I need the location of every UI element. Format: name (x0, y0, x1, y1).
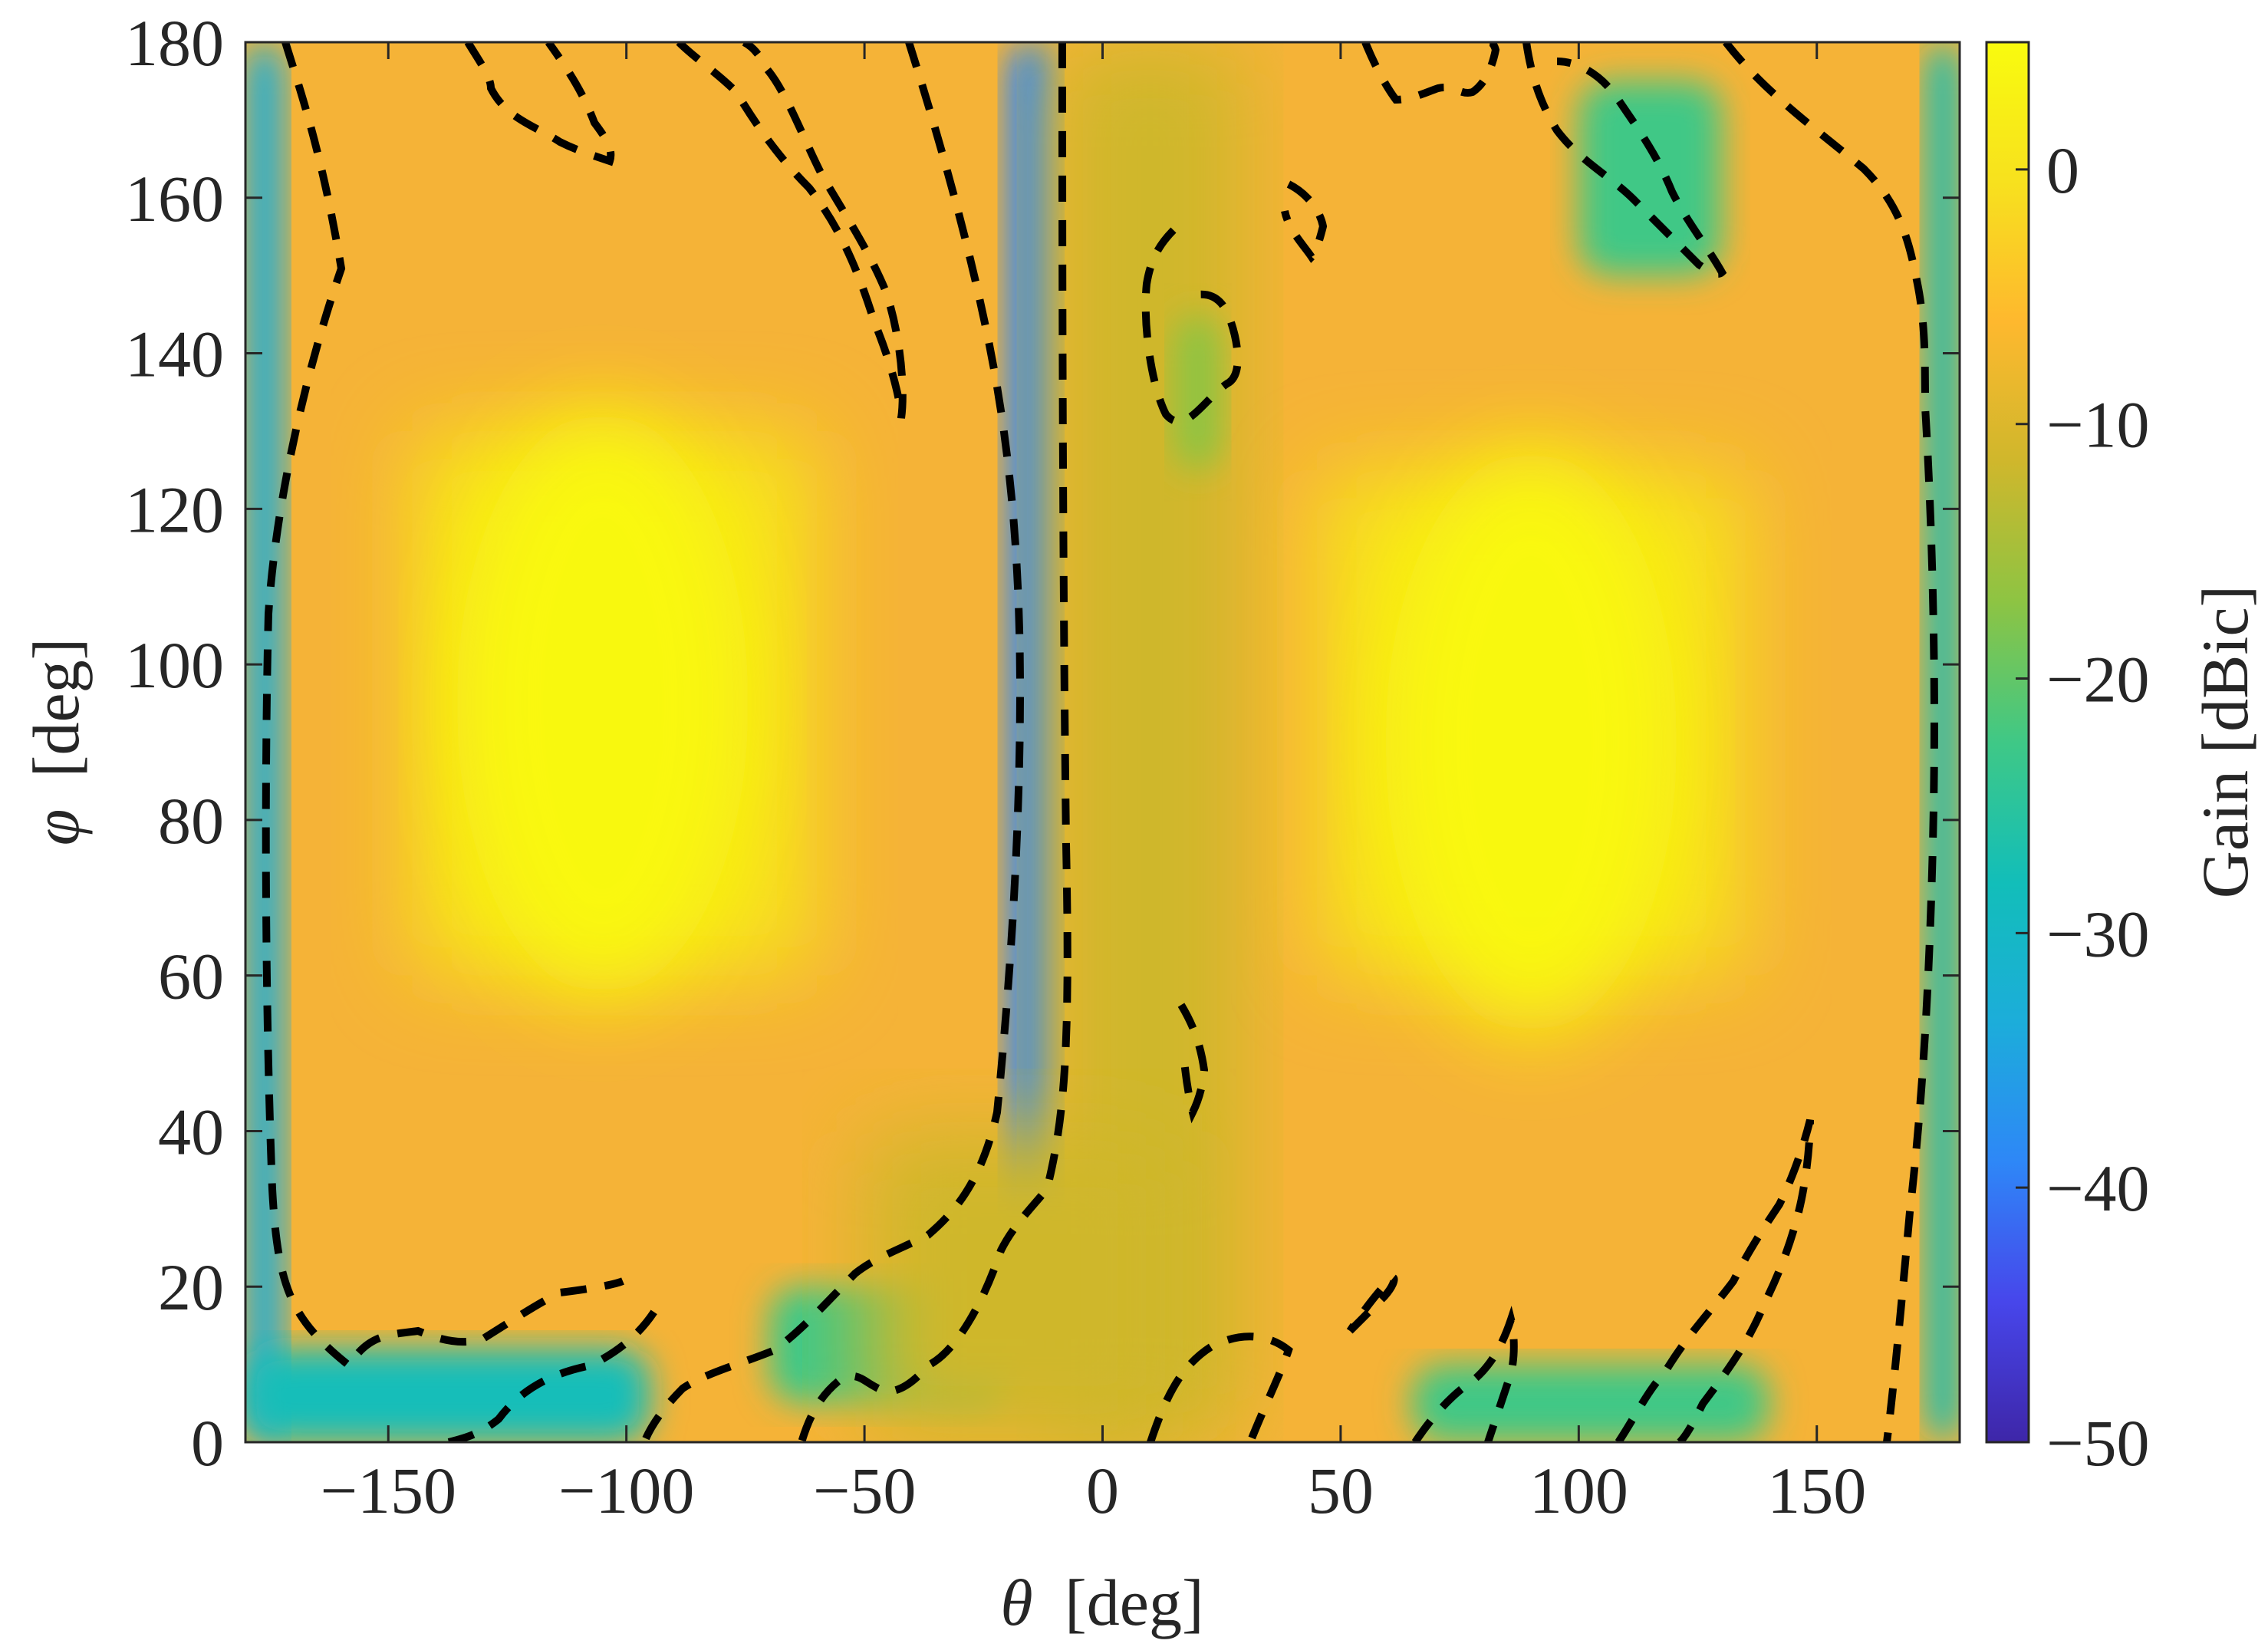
main-lobe-peak (1385, 450, 1677, 1034)
colorbar: −50 −40 −30 −20 −10 0 Gain [dBic] (1985, 41, 2262, 1480)
heat-region (245, 1349, 650, 1442)
y-axis-label-symbol: φ (19, 809, 93, 846)
x-tick-label: 150 (1767, 1454, 1866, 1527)
colorbar-tick-label: 0 (2046, 133, 2079, 207)
heat-region (1578, 81, 1722, 276)
heat-region (1007, 42, 1055, 1248)
contour-line (1177, 1003, 1209, 1124)
contour-line (798, 42, 1071, 1442)
contour-line (1346, 1273, 1398, 1334)
contour-line (1411, 1306, 1518, 1442)
main-lobe-peak (456, 411, 749, 995)
y-tick-label: 0 (191, 1406, 224, 1480)
colorbar-tick-label: −30 (2046, 897, 2150, 970)
contour-line (262, 42, 624, 1372)
heatmap-field (245, 42, 1960, 1442)
x-tick-label: 100 (1529, 1454, 1628, 1527)
x-tick-label: −50 (813, 1454, 917, 1527)
contour-line (1141, 227, 1242, 426)
x-tick-label: −150 (320, 1454, 456, 1527)
colorbar-tick-label: −40 (2046, 1151, 2150, 1225)
colorbar-label: Gain [dBic] (2188, 585, 2262, 898)
contour-line (1723, 42, 1938, 1442)
contour-line (1615, 1118, 1814, 1442)
y-tick-label: 180 (125, 6, 224, 80)
x-tick-label: 0 (1086, 1454, 1119, 1527)
x-tick-label: 50 (1308, 1454, 1374, 1527)
heat-region (1926, 42, 1960, 1442)
y-tick-label: 40 (158, 1095, 224, 1168)
colorbar-tick-label: −10 (2046, 388, 2150, 462)
y-tick-label: 60 (158, 940, 224, 1013)
x-axis-label-unit: [deg] (1065, 1566, 1203, 1639)
gain-contours (262, 42, 1938, 1442)
y-axis-label-unit: [deg] (19, 638, 93, 777)
heatmap-plot-area (245, 42, 1960, 1442)
y-tick-label: 120 (125, 473, 224, 546)
colorbar-scale (1987, 42, 2029, 1442)
x-axis-label-symbol: θ (1000, 1566, 1032, 1639)
contour-line (1522, 42, 1727, 278)
y-axis: 0 20 40 60 80 100 120 140 160 180 (125, 6, 1960, 1480)
y-tick-label: 100 (125, 628, 224, 702)
colorbar-axis: −50 −40 −30 −20 −10 0 (2016, 133, 2150, 1480)
y-tick-label: 160 (125, 162, 224, 236)
contour-line (1361, 42, 1500, 104)
contour-line (676, 42, 907, 419)
x-axis-label: θ [deg] (1000, 1566, 1203, 1639)
contour-line (640, 42, 1025, 1442)
y-tick-label: 20 (158, 1250, 224, 1324)
x-axis: −150 −100 −50 0 50 100 150 (320, 42, 1866, 1527)
y-tick-label: 80 (158, 784, 224, 858)
contour-line (1147, 1332, 1293, 1442)
heat-region (1412, 1364, 1769, 1442)
colorbar-tick-label: −20 (2046, 643, 2150, 716)
contour-line (464, 42, 615, 166)
colorbar-tick-label: −50 (2046, 1406, 2150, 1480)
y-tick-label: 140 (125, 318, 224, 391)
colorbar-frame (1985, 41, 2030, 1444)
x-tick-label: −100 (558, 1454, 695, 1527)
y-axis-label: φ [deg] (19, 638, 93, 846)
heat-region (864, 1131, 1174, 1442)
heat-region (1174, 314, 1222, 470)
